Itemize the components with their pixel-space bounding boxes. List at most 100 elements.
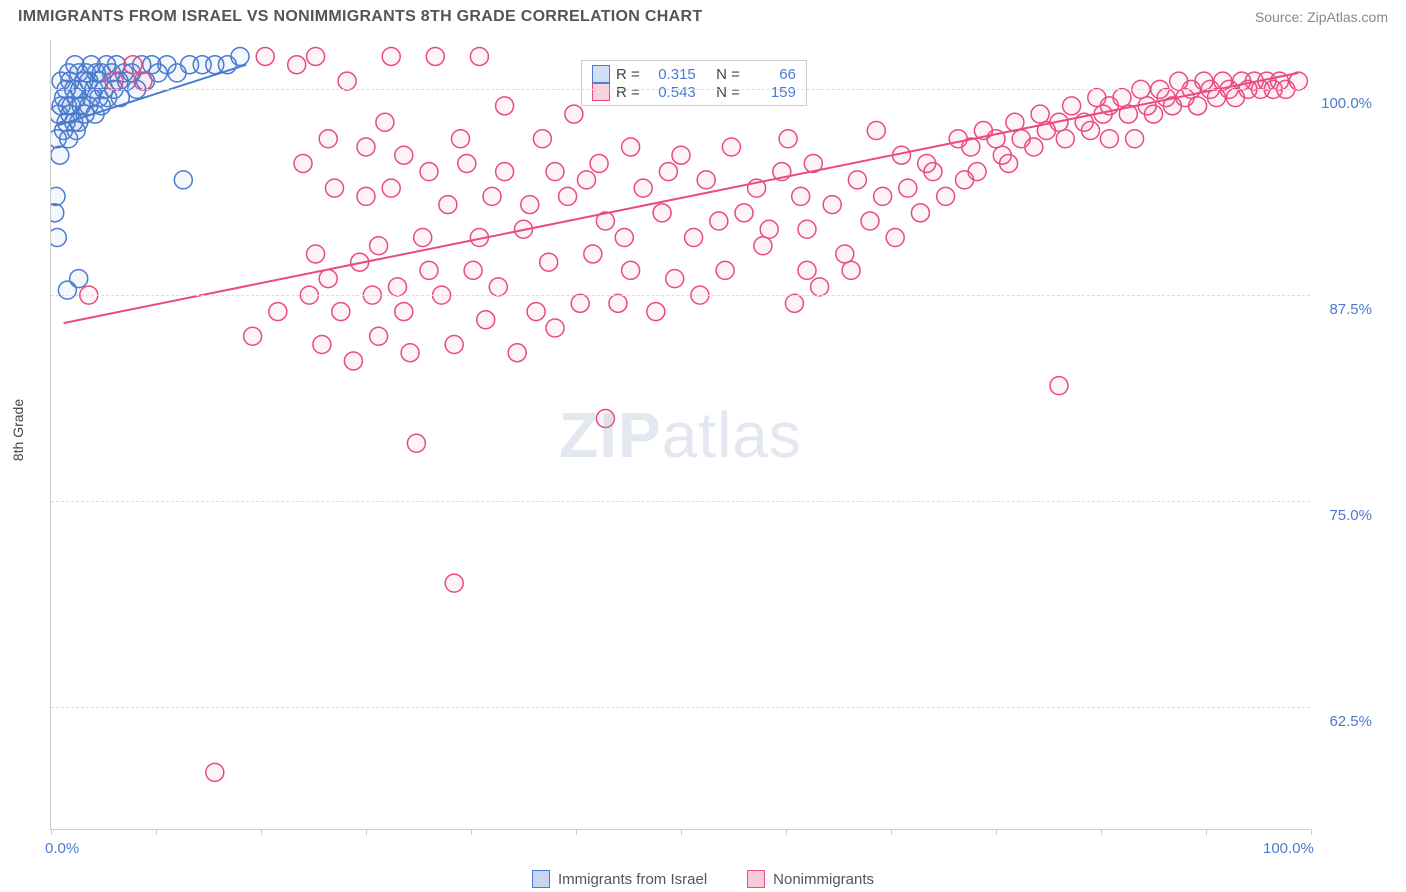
x-tick <box>156 829 157 835</box>
data-point <box>105 72 123 90</box>
data-point <box>370 327 388 345</box>
data-point <box>244 327 262 345</box>
legend-swatch <box>592 65 610 83</box>
data-point <box>470 47 488 65</box>
data-point <box>874 187 892 205</box>
gridline-h <box>51 89 1310 90</box>
data-point <box>735 204 753 222</box>
legend-swatch <box>532 870 550 888</box>
data-point <box>798 220 816 238</box>
data-point <box>634 179 652 197</box>
data-point <box>483 187 501 205</box>
data-point <box>1050 377 1068 395</box>
data-point <box>70 270 88 288</box>
data-point <box>489 278 507 296</box>
data-point <box>823 196 841 214</box>
data-point <box>685 229 703 247</box>
data-point <box>590 154 608 172</box>
y-tick-label: 62.5% <box>1329 713 1372 730</box>
plot-area: ZIPatlas R =0.315 N =66R =0.543 N =159 6… <box>50 40 1310 830</box>
y-tick-label: 87.5% <box>1329 301 1372 318</box>
legend-label: Immigrants from Israel <box>558 871 707 888</box>
data-point <box>848 171 866 189</box>
bottom-legend: Immigrants from Israel Nonimmigrants <box>0 870 1406 888</box>
chart-title: IMMIGRANTS FROM ISRAEL VS NONIMMIGRANTS … <box>18 8 702 26</box>
data-point <box>382 179 400 197</box>
stats-row: R =0.543 N =159 <box>592 83 796 101</box>
data-point <box>754 237 772 255</box>
data-point <box>1056 130 1074 148</box>
data-point <box>836 245 854 263</box>
data-point <box>206 763 224 781</box>
data-point <box>294 154 312 172</box>
y-axis-label: 8th Grade <box>10 399 26 461</box>
data-point <box>792 187 810 205</box>
data-point <box>565 105 583 123</box>
data-point <box>1145 105 1163 123</box>
x-tick-label: 0.0% <box>45 840 79 857</box>
data-point <box>174 171 192 189</box>
data-point <box>1000 154 1018 172</box>
data-point <box>51 229 66 247</box>
data-point <box>559 187 577 205</box>
chart-header: IMMIGRANTS FROM ISRAEL VS NONIMMIGRANTS … <box>0 0 1406 30</box>
data-point <box>51 204 64 222</box>
x-tick <box>51 829 52 835</box>
data-point <box>395 146 413 164</box>
data-point <box>672 146 690 164</box>
data-point <box>760 220 778 238</box>
y-tick-label: 75.0% <box>1329 507 1372 524</box>
data-point <box>389 278 407 296</box>
data-point <box>924 163 942 181</box>
data-point <box>269 303 287 321</box>
data-point <box>401 344 419 362</box>
x-tick <box>1311 829 1312 835</box>
legend-swatch <box>592 83 610 101</box>
data-point <box>445 335 463 353</box>
legend-label: Nonimmigrants <box>773 871 874 888</box>
data-point <box>666 270 684 288</box>
scatter-svg <box>51 40 1311 830</box>
x-tick <box>576 829 577 835</box>
data-point <box>464 261 482 279</box>
legend-item: Nonimmigrants <box>747 870 874 888</box>
data-point <box>51 146 69 164</box>
data-point <box>596 410 614 428</box>
data-point <box>659 163 677 181</box>
data-point <box>578 171 596 189</box>
correlation-stats-box: R =0.315 N =66R =0.543 N =159 <box>581 60 807 106</box>
data-point <box>609 294 627 312</box>
data-point <box>546 319 564 337</box>
data-point <box>420 163 438 181</box>
data-point <box>521 196 539 214</box>
data-point <box>395 303 413 321</box>
data-point <box>527 303 545 321</box>
data-point <box>1031 105 1049 123</box>
data-point <box>1113 89 1131 107</box>
data-point <box>51 187 65 205</box>
data-point <box>842 261 860 279</box>
data-point <box>533 130 551 148</box>
data-point <box>477 311 495 329</box>
data-point <box>338 72 356 90</box>
data-point <box>798 261 816 279</box>
data-point <box>382 47 400 65</box>
data-point <box>326 179 344 197</box>
plot-container: ZIPatlas R =0.315 N =66R =0.543 N =159 6… <box>50 40 1310 830</box>
data-point <box>710 212 728 230</box>
x-tick <box>1101 829 1102 835</box>
x-tick <box>681 829 682 835</box>
data-point <box>458 154 476 172</box>
data-point <box>508 344 526 362</box>
data-point <box>376 113 394 131</box>
data-point <box>313 335 331 353</box>
data-point <box>867 122 885 140</box>
x-tick <box>891 829 892 835</box>
data-point <box>697 171 715 189</box>
legend-item: Immigrants from Israel <box>532 870 707 888</box>
data-point <box>1100 130 1118 148</box>
gridline-h <box>51 707 1310 708</box>
data-point <box>779 130 797 148</box>
x-tick <box>471 829 472 835</box>
data-point <box>439 196 457 214</box>
